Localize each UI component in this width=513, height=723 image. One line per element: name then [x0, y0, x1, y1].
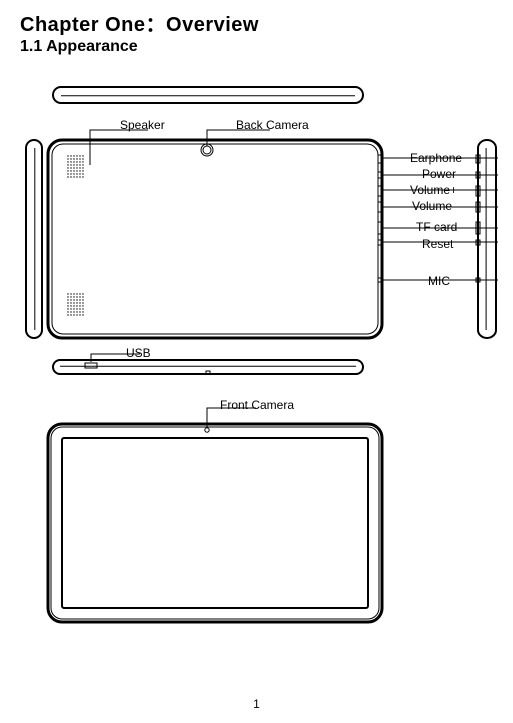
- manual-page: Chapter One：Overview 1.1 Appearance Spea…: [0, 0, 513, 723]
- appearance-diagram: [0, 0, 513, 723]
